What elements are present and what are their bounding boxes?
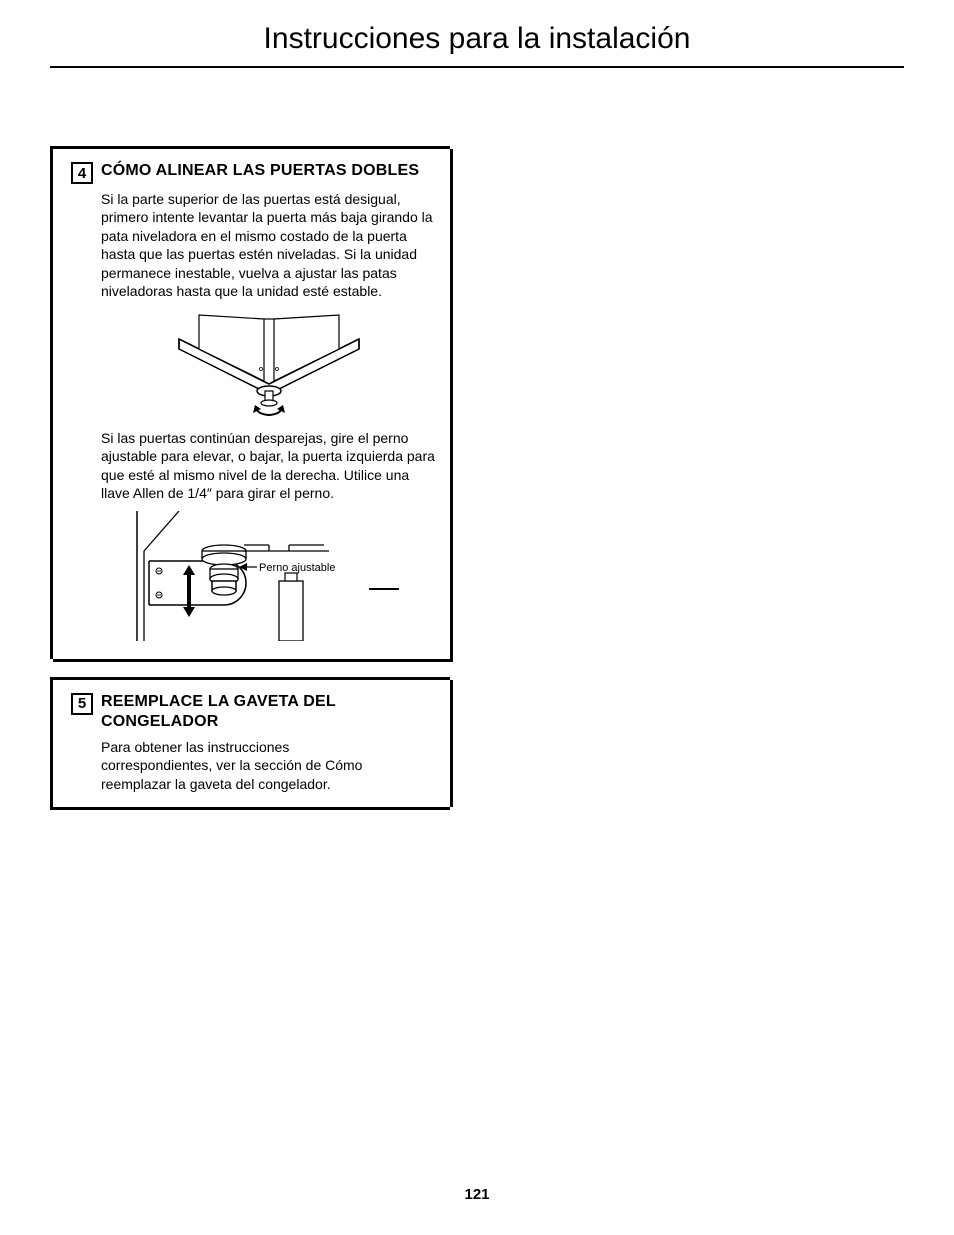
step-body-text: Para obtener las instrucciones correspon… [71, 738, 436, 793]
figure-adjustable-bolt: Perno ajustable [71, 511, 436, 641]
step-title: REEMPLACE LA GAVETA DEL CONGELADOR [101, 692, 436, 732]
step-header: 4 CÓMO ALINEAR LAS PUERTAS DOBLES [71, 161, 436, 184]
figure-label: Perno ajustable [259, 562, 335, 574]
step-body-text-2: Si las puertas continúan desparejas, gir… [71, 429, 436, 503]
step-header: 5 REEMPLACE LA GAVETA DEL CONGELADOR [71, 692, 436, 732]
step-number-box: 4 [71, 162, 93, 184]
step-title: CÓMO ALINEAR LAS PUERTAS DOBLES [101, 161, 419, 181]
content-area: 4 CÓMO ALINEAR LAS PUERTAS DOBLES Si la … [0, 68, 954, 810]
step-box-5: 5 REEMPLACE LA GAVETA DEL CONGELADOR Par… [50, 677, 450, 810]
page-number: 121 [0, 1186, 954, 1203]
step-number-box: 5 [71, 693, 93, 715]
figure-leveling-leg [71, 309, 436, 419]
step-box-4: 4 CÓMO ALINEAR LAS PUERTAS DOBLES Si la … [50, 146, 450, 659]
step-body-text: Si la parte superior de las puertas está… [71, 190, 436, 301]
page-title: Instrucciones para la instalación [50, 0, 904, 68]
